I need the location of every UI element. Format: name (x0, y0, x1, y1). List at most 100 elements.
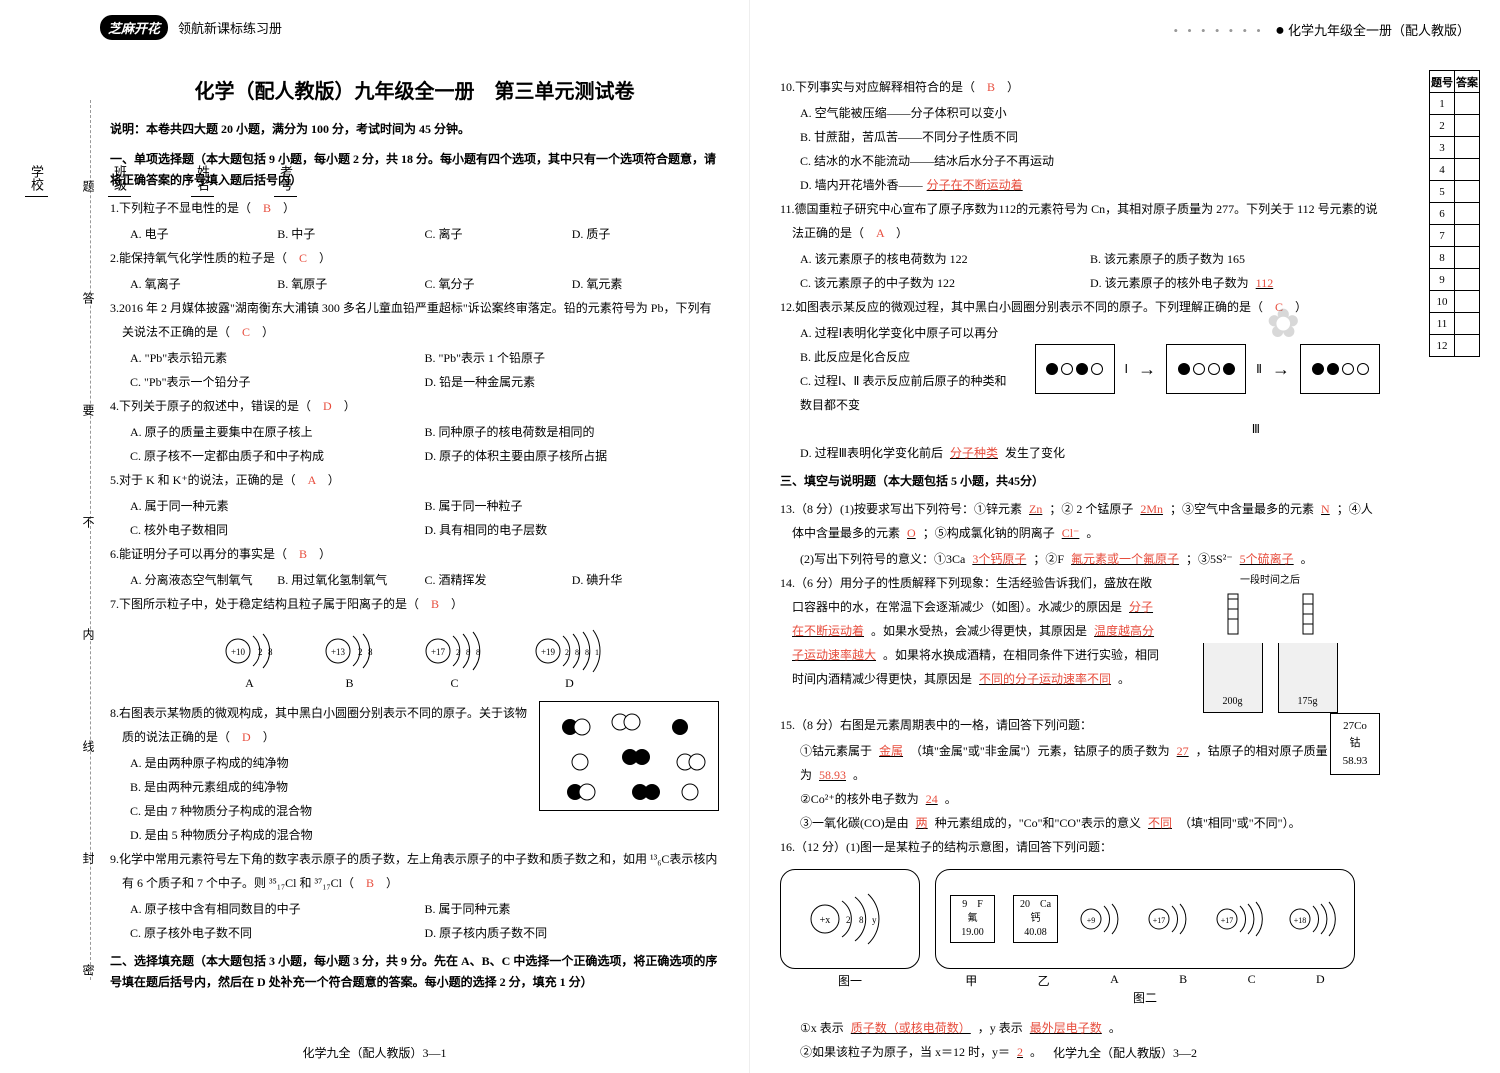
seal-l1: 题 (80, 180, 97, 192)
q11: 11.德国重粒子研究中心宣布了原子序数为112的元素符号为 Cn，其相对原子质量… (780, 197, 1380, 245)
q8-molecules-svg (540, 702, 720, 812)
q16: 16.（12 分）(1)图一是某粒子的结构示意图，请回答下列问题： (780, 835, 1380, 859)
q16-fig2: 9 F 氟 19.00 20 Ca 钙 40.08 +9 +17 +17 +18 (935, 869, 1355, 969)
q16-atomb-svg: +17 (1144, 894, 1194, 944)
page-left: 芝麻开花 领航新课标练习册 考号 姓名 班级 学校 题 答 要 不 内 线 封 … (0, 0, 750, 1073)
q13: 13.（8 分）(1)按要求写出下列符号：①锌元素 Zn ；② 2 个锰原子 2… (780, 497, 1380, 545)
svg-text:8: 8 (368, 647, 373, 657)
svg-text:8: 8 (859, 915, 864, 925)
svg-text:+10: +10 (230, 647, 245, 657)
svg-text:2: 2 (565, 648, 569, 657)
q4-options-ab: A. 原子的质量主要集中在原子核上 B. 同种原子的核电荷数是相同的 (110, 420, 719, 444)
q6: 6.能证明分子可以再分的事实是（ B ） (110, 542, 719, 566)
q6-options: A. 分离液态空气制氧气 B. 用过氧化氢制氧气 C. 酒精挥发 D. 碘升华 (110, 568, 719, 592)
exam-title: 化学（配人教版）九年级全一册 第三单元测试卷 (110, 75, 719, 104)
svg-text:8: 8 (268, 647, 273, 657)
tab-examno: 考号 (274, 160, 297, 197)
svg-text:+18: +18 (1294, 916, 1307, 925)
section3-header: 三、填空与说明题（本大题包括 5 小题，共45分） (780, 471, 1380, 493)
content-left: 化学（配人教版）九年级全一册 第三单元测试卷 说明：本卷共四大题 20 小题，满… (110, 75, 719, 994)
seal-l8: 密 (80, 964, 97, 976)
q12-diagram: Ⅰ → Ⅱ → (1035, 329, 1380, 409)
q11-options-ab: A. 该元素原子的核电荷数为 122 B. 该元素原子的质子数为 165 (780, 247, 1380, 271)
q5-options-cd: C. 核外电子数相同 D. 具有相同的电子层数 (110, 518, 719, 542)
q13-line2: (2)写出下列符号的意义：①3Ca 3个钙原子 ；②F 氟元素或一个氟原子 ；③… (780, 547, 1380, 571)
svg-text:2: 2 (456, 648, 460, 657)
series-title: 领航新课标练习册 (178, 18, 282, 37)
q3: 3.2016 年 2 月媒体披露"湖南衡东大浦镇 300 多名儿童血铅严重超标"… (110, 296, 719, 344)
q16-atom1-svg: +x28y (800, 889, 900, 949)
seal-l2: 答 (80, 292, 97, 304)
svg-text:+17: +17 (1153, 916, 1166, 925)
svg-text:+17: +17 (1221, 916, 1234, 925)
q9-options-ab: A. 原子核中含有相同数目的中子 B. 属于同种元素 (110, 897, 719, 921)
q10-opta: A. 空气能被压缩——分子体积可以变小 (780, 101, 1380, 125)
q1: 1.下列粒子不显电性的是（ B ） (110, 196, 719, 220)
q8-optd: D. 是由 5 种物质分子构成的混合物 (110, 823, 719, 847)
seal-l7: 封 (80, 852, 97, 864)
svg-text:+x: +x (820, 915, 831, 926)
section2-header: 二、选择填充题（本大题包括 3 小题，每小题 3 分，共 9 分。先在 A、B、… (110, 951, 719, 994)
arrow-icon: → (1138, 359, 1156, 380)
q12-optc: C. 过程Ⅰ、Ⅱ 表示反应前后原子的种类和数目都不变 (780, 369, 1015, 417)
q9-options-cd: C. 原子核外电子数不同 D. 原子核内质子数不同 (110, 921, 719, 945)
instruction: 说明：本卷共四大题 20 小题，满分为 100 分，考试时间为 45 分钟。 (110, 119, 719, 141)
svg-text:2: 2 (358, 647, 363, 657)
q15-l3: ③一氧化碳(CO)是由 两 种元素组成的，"Co"和"CO"表示的意义 不同 （… (780, 811, 1380, 835)
q12-box2 (1166, 344, 1246, 394)
q1-options: A. 电子 B. 中子 C. 离子 D. 质子 (110, 222, 719, 246)
q11-options-cd: C. 该元素原子的中子数为 122 D. 该元素原子的核外电子数为 112 (780, 271, 1380, 295)
atom-d: +192881 D (530, 626, 610, 691)
svg-text:1: 1 (595, 648, 599, 657)
atom-b: +1328 B (320, 626, 380, 691)
q16-diagrams: +x28y 图一 9 F 氟 19.00 20 Ca 钙 (780, 869, 1380, 1006)
q12-box1 (1035, 344, 1115, 394)
q2: 2.能保持氧气化学性质的粒子是（ C ） (110, 246, 719, 270)
seal-l5: 内 (80, 628, 97, 640)
seal-l6: 线 (80, 740, 97, 752)
seal-labels: 题 答 要 不 内 线 封 密 (80, 180, 97, 976)
q12-optd: Ⅲ (780, 417, 1380, 441)
q10-optd: D. 墙内开花墙外香——分子在不断运动着 (780, 173, 1380, 197)
svg-text:8: 8 (476, 648, 480, 657)
q8-diagram (539, 701, 719, 811)
atom-a: +1028 A (220, 626, 280, 691)
q15-l1: ①钴元素属于 金属 （填"金属"或"非金属"）元素，钴原子的质子数为 27 ，钴… (780, 739, 1380, 787)
q16-l1: ①x 表示 质子数（或核电荷数） ，y 表示 最外层电子数 。 (780, 1016, 1380, 1040)
tab-class: 班级 (108, 160, 131, 197)
answer-table: 题号答案 1 2 3 4 5 6 7 8 9 10 11 12 (1429, 70, 1480, 357)
cylinder2-svg (1293, 589, 1323, 639)
seal-l3: 要 (80, 404, 97, 416)
atom-svg-d: +192881 (530, 626, 610, 676)
q3-options-ab: A. "Pb"表示铅元素 B. "Pb"表示 1 个铅原子 (110, 346, 719, 370)
side-tabs: 考号 姓名 班级 学校 (25, 160, 297, 197)
content-right: 10.下列事实与对应解释相符合的是（ B ） A. 空气能被压缩——分子体积可以… (780, 75, 1380, 1064)
q9: 9.化学中常用元素符号左下角的数字表示原子的质子数，左上角表示原子的中子数和质子… (110, 847, 719, 895)
q4: 4.下列关于原子的叙述中，错误的是（ D ） (110, 394, 719, 418)
q15-l2: ②Co²⁺的核外电子数为 24 。 (780, 787, 1380, 811)
q12: 12.如图表示某反应的微观过程，其中黑白小圆圈分别表示不同的原子。下列理解正确的… (780, 295, 1380, 319)
q12-opta: A. 过程Ⅰ表明化学变化中原子可以再分 (780, 321, 1015, 345)
q12-optd-line: D. 过程Ⅲ表明化学变化前后 分子种类 发生了变化 (780, 441, 1380, 465)
q10-optb: B. 甘蔗甜，苦瓜苦——不同分子性质不同 (780, 125, 1380, 149)
q15-element-box: 27Co 钴 58.93 (1330, 713, 1380, 776)
q7: 7.下图所示粒子中，处于稳定结构且粒子属于阳离子的是（ B ） (110, 592, 719, 616)
atom-svg-c: +17288 (420, 626, 490, 676)
tab-name: 姓名 (191, 160, 214, 197)
q16-atomc-svg: +17 (1212, 894, 1267, 944)
svg-text:+9: +9 (1087, 916, 1096, 925)
atom-c: +17288 C (420, 626, 490, 691)
atom-svg-b: +1328 (320, 626, 380, 676)
header-right: ● 化学九年级全一册（配人教版） (1173, 20, 1470, 40)
header-left: 芝麻开花 领航新课标练习册 (100, 15, 282, 40)
tab-school: 学校 (25, 160, 48, 197)
svg-text:+19: +19 (540, 647, 555, 657)
q16-fig1: +x28y (780, 869, 920, 969)
q5-options-ab: A. 属于同一种元素 B. 属于同一种粒子 (110, 494, 719, 518)
svg-text:2: 2 (846, 915, 851, 925)
elem-ca: 20 Ca 钙 40.08 (1013, 895, 1058, 943)
svg-text:8: 8 (575, 648, 579, 657)
elem-f: 9 F 氟 19.00 (950, 895, 995, 943)
q12-box3 (1300, 344, 1380, 394)
q14-diagram: 一段时间之后 200g 175g (1160, 571, 1380, 713)
